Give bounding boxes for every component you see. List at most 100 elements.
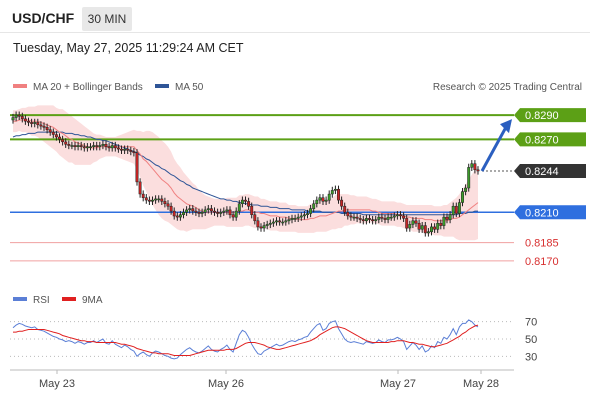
candle-body xyxy=(160,198,164,202)
candle-body xyxy=(129,150,133,152)
candle-body xyxy=(395,214,399,217)
price-tag-bg-2 xyxy=(514,164,586,178)
candle-body xyxy=(17,114,21,117)
candle-body xyxy=(386,216,390,220)
candle-body xyxy=(287,219,291,222)
candle-body xyxy=(120,148,123,151)
candle-body xyxy=(364,218,368,222)
candle-body xyxy=(315,199,319,204)
candle-body xyxy=(237,203,241,212)
candle-body xyxy=(461,191,464,203)
candle-body xyxy=(321,197,325,202)
symbol-title: USD/CHF xyxy=(12,10,75,26)
candle-body xyxy=(374,219,378,222)
candle-body xyxy=(430,226,433,233)
candle-body xyxy=(278,220,282,223)
candle-body xyxy=(420,225,424,230)
candle-body xyxy=(132,151,136,154)
candle-body xyxy=(271,221,275,224)
candle-body xyxy=(445,216,449,220)
candle-body xyxy=(473,163,477,171)
candle-body xyxy=(284,220,288,223)
candle-body xyxy=(399,214,402,217)
candle-body xyxy=(169,205,173,212)
candle-body xyxy=(213,210,216,213)
candle-body xyxy=(290,218,294,220)
candle-body xyxy=(389,216,393,219)
support-level-label-4: 0.8185 xyxy=(525,238,559,250)
candle-body xyxy=(377,216,381,220)
price-tag-label-1: 0.8270 xyxy=(525,134,559,146)
candle-body xyxy=(247,201,251,207)
candle-body xyxy=(414,220,418,224)
candle-body xyxy=(101,144,105,146)
forecast-arrow xyxy=(480,119,512,172)
timeframe-button[interactable]: 30 MIN xyxy=(82,7,132,31)
candle-body xyxy=(340,199,344,207)
candle-body xyxy=(64,141,68,145)
key-levels xyxy=(10,114,514,262)
candle-body xyxy=(151,199,154,202)
candle-body xyxy=(126,148,130,151)
candle-body xyxy=(361,219,365,222)
price-tag-label-3: 0.8210 xyxy=(525,207,559,219)
candle-body xyxy=(343,205,347,213)
candlesticks xyxy=(11,111,480,237)
candle-body xyxy=(98,145,102,147)
candle-body xyxy=(107,146,111,149)
candle-body xyxy=(154,198,158,201)
candle-body xyxy=(61,139,65,143)
x-tick-label-3: May 28 xyxy=(463,378,499,390)
candle-body xyxy=(352,216,356,219)
candle-body xyxy=(355,216,359,219)
price-tags: 0.8290 0.8270 0.8244 0.8210 0.8185 0.8170 xyxy=(514,108,586,268)
candle-body xyxy=(85,146,89,149)
candle-body xyxy=(30,122,34,124)
legend-swatch-ma20 xyxy=(13,84,27,88)
candle-body xyxy=(250,205,254,215)
candle-body xyxy=(178,214,182,218)
x-tick-label-1: May 26 xyxy=(208,378,244,390)
candle-body xyxy=(234,210,238,218)
candle-body xyxy=(259,226,263,229)
candle-body xyxy=(163,201,167,205)
rsi-line xyxy=(12,319,479,360)
candle-body xyxy=(312,203,316,209)
candle-body xyxy=(262,225,266,229)
candle-body xyxy=(368,218,371,220)
header-divider xyxy=(0,32,590,33)
bollinger-bands xyxy=(13,105,478,241)
candle-body xyxy=(470,163,474,168)
candle-body xyxy=(191,208,195,212)
candle-body xyxy=(442,216,446,226)
candle-body xyxy=(42,125,46,128)
candle-body xyxy=(54,134,58,138)
candle-body xyxy=(203,209,207,213)
candle-body xyxy=(209,208,213,212)
candle-body xyxy=(293,218,297,220)
candle-body xyxy=(256,220,260,228)
candle-body xyxy=(228,209,232,216)
candle-body xyxy=(48,129,52,133)
candle-body xyxy=(70,145,74,147)
candle-body xyxy=(333,188,337,191)
candle-body xyxy=(113,145,117,149)
candle-body xyxy=(123,148,127,151)
rsi-legend-label: RSI xyxy=(33,295,50,306)
candle-body xyxy=(436,222,440,230)
candle-body xyxy=(464,187,468,192)
candle-body xyxy=(337,188,340,201)
candle-body xyxy=(144,197,148,201)
candle-body xyxy=(411,220,415,225)
candle-body xyxy=(172,210,176,217)
candle-body xyxy=(73,145,77,147)
candle-body xyxy=(327,193,331,201)
legend-label-ma50: MA 50 xyxy=(175,82,204,93)
candle-body xyxy=(281,221,285,224)
candle-body xyxy=(14,114,18,118)
candle-body xyxy=(185,209,189,213)
forecast-arrow-shaft xyxy=(480,126,508,172)
candle-body xyxy=(392,215,396,218)
candle-body xyxy=(67,144,71,146)
candle-body xyxy=(219,212,223,214)
